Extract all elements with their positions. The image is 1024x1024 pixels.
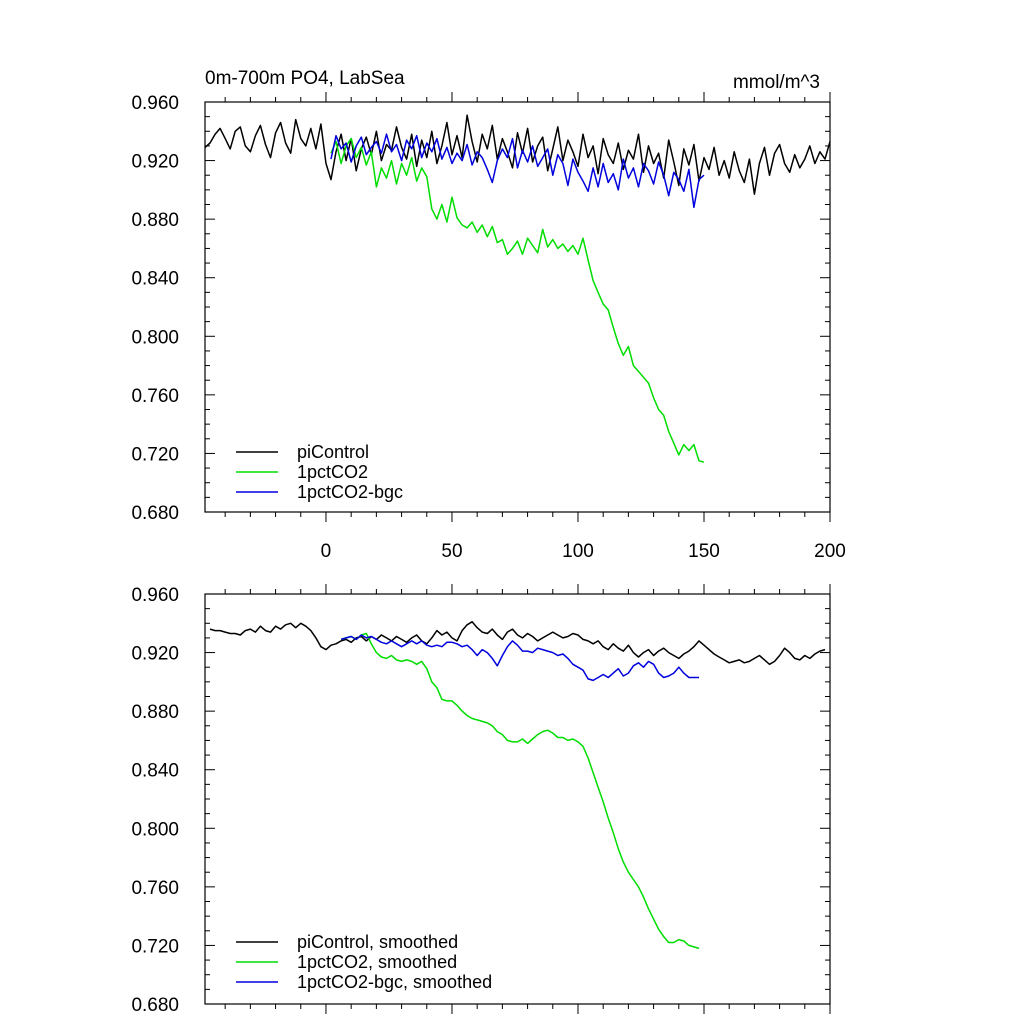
series-line-1pctco2-bgc — [330, 133, 705, 209]
x-tick-label: 200 — [814, 541, 846, 562]
y-tick-label: 0.920 — [131, 644, 179, 665]
y-tick-label: 0.760 — [131, 386, 179, 407]
y-tick-label: 0.880 — [131, 210, 179, 231]
y-tick-label: 0.720 — [131, 444, 179, 465]
y-tick-label: 0.840 — [131, 269, 179, 290]
y-tick-label: 0.880 — [131, 702, 179, 723]
y-tick-label: 0.800 — [131, 819, 179, 840]
series-line-1pctco2 — [330, 137, 705, 463]
y-tick-label: 0.680 — [131, 995, 179, 1016]
x-tick-label: 0 — [321, 541, 332, 562]
units-label: mmol/m^3 — [733, 72, 820, 93]
top-panel: 0.680 0.720 0.760 0.800 0.840 0.880 0.920 0.960… — [131, 68, 845, 562]
y-tick-label: 0.720 — [131, 936, 179, 957]
y-tick-label: 0.960 — [131, 585, 179, 606]
x-tick-label: 150 — [688, 541, 720, 562]
legend-label: piControl, smoothed — [297, 932, 458, 952]
bottom-panel: 0.680 0.720 0.760 0.800 0.840 0.880 0.920 0.960… — [131, 584, 831, 1016]
chart-title: 0m-700m PO4, LabSea — [205, 68, 405, 89]
y-tick-label: 0.680 — [131, 503, 179, 524]
y-tick-label: 0.920 — [131, 152, 179, 173]
legend-label: piControl — [297, 442, 369, 462]
series-line-1pctco2-bgc-smoothed — [340, 634, 699, 682]
legend-label: 1pctCO2 — [297, 462, 368, 482]
legend-label: 1pctCO2-bgc — [297, 482, 403, 502]
series-line-1pctco2-smoothed — [340, 632, 700, 950]
series-line-picontrol — [204, 114, 831, 195]
y-tick-label: 0.960 — [131, 93, 179, 114]
y-tick-label: 0.800 — [131, 327, 179, 348]
y-tick-label: 0.840 — [131, 761, 179, 782]
series-line-picontrol-smoothed — [209, 621, 826, 666]
x-tick-label: 50 — [441, 541, 462, 562]
legend-label: 1pctCO2-bgc, smoothed — [297, 972, 492, 992]
x-tick-label: 100 — [562, 541, 594, 562]
legend-label: 1pctCO2, smoothed — [297, 952, 457, 972]
y-tick-label: 0.760 — [131, 878, 179, 899]
